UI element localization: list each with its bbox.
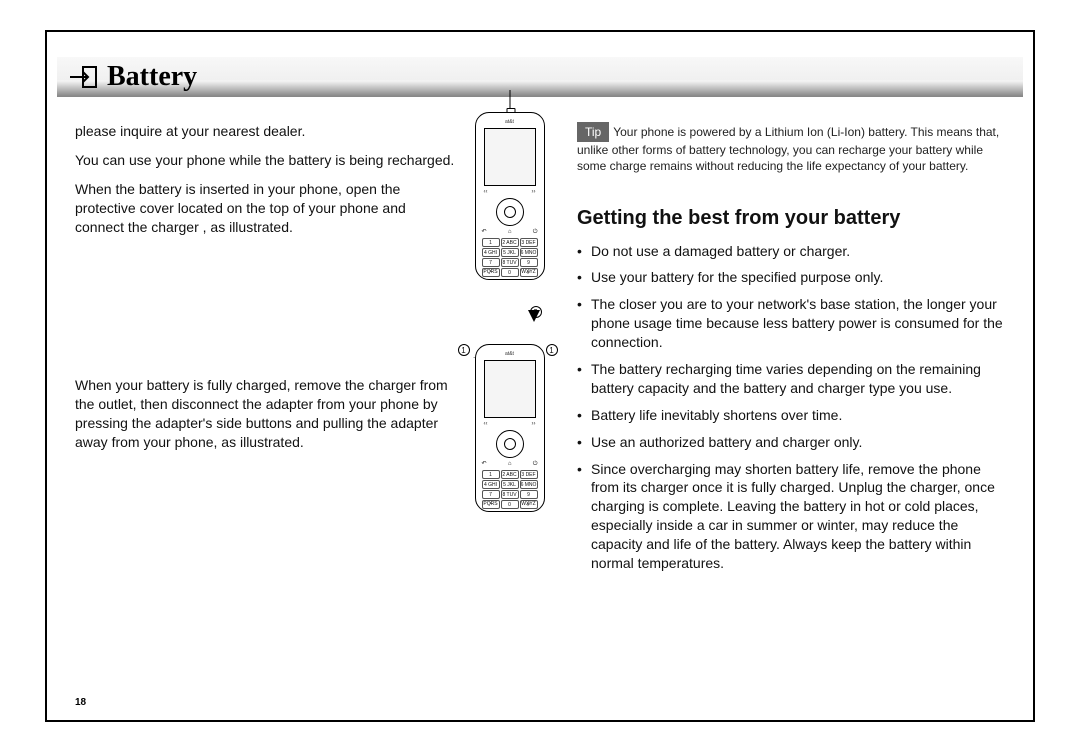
- paragraph: You can use your phone while the battery…: [75, 151, 455, 170]
- subsection-title: Getting the best from your battery: [577, 205, 1007, 232]
- phone-brand: at&t: [476, 119, 544, 126]
- key: *: [482, 268, 500, 277]
- key: 0: [501, 268, 519, 277]
- list-item: Use an authorized battery and charger on…: [577, 433, 1007, 452]
- phone-outline: at&t ‹‹›› ↶⌂⏻ 1 2 ABC 3 DEF 4 GHI 5 JKL …: [475, 344, 545, 512]
- arrow-down-icon: [528, 310, 540, 322]
- list-item: Since overcharging may shorten battery l…: [577, 460, 1007, 573]
- key: 5 JKL: [501, 480, 519, 489]
- keypad: 1 2 ABC 3 DEF 4 GHI 5 JKL 6 MNO 7 PQRS 8…: [482, 238, 538, 277]
- key: 2 ABC: [501, 470, 519, 479]
- section-title: Battery: [107, 61, 197, 93]
- key: 8 TUV: [501, 490, 519, 499]
- key: 9 WXYZ: [520, 490, 538, 499]
- key: 1: [482, 470, 500, 479]
- key: 7 PQRS: [482, 258, 500, 267]
- callout-1-left: 1: [458, 344, 470, 356]
- softkey-row: ‹‹››: [476, 418, 544, 428]
- bullet-list: Do not use a damaged battery or charger.…: [577, 242, 1007, 573]
- phone-removal-diagram: 2 1 → 1 ← at&t ‹‹›› ↶⌂⏻ 1 2 ABC 3 DEF 4 …: [470, 310, 550, 512]
- key: *: [482, 500, 500, 509]
- tip-text: Your phone is powered by a Lithium Ion (…: [577, 125, 999, 173]
- key: 9 WXYZ: [520, 258, 538, 267]
- key: 2 ABC: [501, 238, 519, 247]
- paragraph: please inquire at your nearest dealer.: [75, 122, 455, 141]
- charger-cable-icon: [509, 90, 510, 112]
- page-number: 18: [75, 697, 86, 708]
- illustration-column: at&t ‹‹›› ↶⌂⏻ 1 2 ABC 3 DEF 4 GHI 5 JKL …: [467, 112, 552, 542]
- nav-wheel-icon: [496, 198, 524, 226]
- key: 4 GHI: [482, 248, 500, 257]
- paragraph: When your battery is fully charged, remo…: [75, 376, 455, 452]
- keypad: 1 2 ABC 3 DEF 4 GHI 5 JKL 6 MNO 7 PQRS 8…: [482, 470, 538, 509]
- key: 1: [482, 238, 500, 247]
- tip-block: TipYour phone is powered by a Lithium Io…: [577, 122, 1007, 175]
- phone-screen: [484, 128, 536, 186]
- phone-brand: at&t: [476, 351, 544, 358]
- key: #: [520, 268, 538, 277]
- fn-row: ↶⌂⏻: [476, 228, 544, 236]
- list-item: Do not use a damaged battery or charger.: [577, 242, 1007, 261]
- key: 3 DEF: [520, 470, 538, 479]
- key: 6 MNO: [520, 480, 538, 489]
- list-item: Battery life inevitably shortens over ti…: [577, 406, 1007, 425]
- key: 5 JKL: [501, 248, 519, 257]
- section-title-bar: Battery: [57, 57, 1023, 97]
- callout-1-right: 1: [546, 344, 558, 356]
- tip-label: Tip: [577, 122, 609, 142]
- phone-outline: at&t ‹‹›› ↶⌂⏻ 1 2 ABC 3 DEF 4 GHI 5 JKL …: [475, 112, 545, 280]
- list-item: The closer you are to your network's bas…: [577, 295, 1007, 352]
- right-column: TipYour phone is powered by a Lithium Io…: [577, 122, 1007, 581]
- enter-arrow-icon: [67, 62, 101, 92]
- phone-screen: [484, 360, 536, 418]
- fn-row: ↶⌂⏻: [476, 460, 544, 468]
- phone-charging-diagram: at&t ‹‹›› ↶⌂⏻ 1 2 ABC 3 DEF 4 GHI 5 JKL …: [470, 112, 550, 280]
- list-item: The battery recharging time varies depen…: [577, 360, 1007, 398]
- nav-wheel-icon: [496, 430, 524, 458]
- left-column: please inquire at your nearest dealer. Y…: [75, 122, 455, 462]
- softkey-row: ‹‹››: [476, 186, 544, 196]
- paragraph: When the battery is inserted in your pho…: [75, 180, 455, 237]
- list-item: Use your battery for the specified purpo…: [577, 268, 1007, 287]
- key: #: [520, 500, 538, 509]
- key: 0: [501, 500, 519, 509]
- key: 7 PQRS: [482, 490, 500, 499]
- manual-page: Battery please inquire at your nearest d…: [45, 30, 1035, 722]
- key: 6 MNO: [520, 248, 538, 257]
- key: 4 GHI: [482, 480, 500, 489]
- key: 8 TUV: [501, 258, 519, 267]
- key: 3 DEF: [520, 238, 538, 247]
